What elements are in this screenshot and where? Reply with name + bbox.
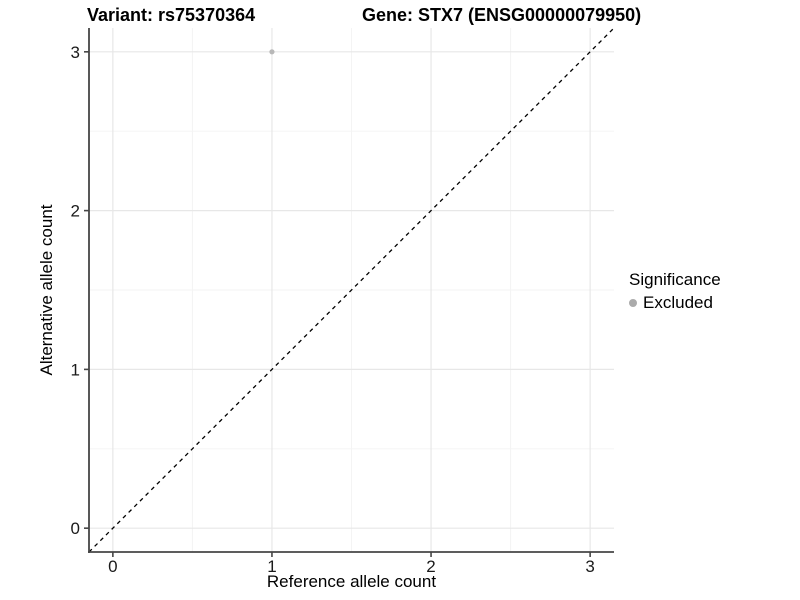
- legend-item-label: Excluded: [643, 293, 713, 312]
- legend-title: Significance: [629, 270, 721, 289]
- y-tick-label: 0: [71, 519, 80, 538]
- identity-line: [88, 27, 615, 553]
- x-tick-label: 3: [585, 557, 594, 576]
- y-axis-label: Alternative allele count: [37, 204, 56, 376]
- legend: Significance Excluded: [629, 269, 721, 313]
- excluded-dot-icon: [629, 299, 637, 307]
- y-tick-label: 1: [71, 360, 80, 379]
- x-tick-label: 1: [267, 557, 276, 576]
- y-tick-label: 2: [71, 202, 80, 221]
- x-axis-label: Reference allele count: [266, 572, 437, 591]
- data-point: [269, 49, 275, 55]
- x-tick-label: 0: [108, 557, 117, 576]
- y-tick-label: 3: [71, 43, 80, 62]
- variant-title: Variant: rs75370364: [87, 5, 256, 25]
- x-tick-label: 2: [426, 557, 435, 576]
- gene-title: Gene: STX7 (ENSG00000079950): [362, 5, 642, 25]
- legend-item-excluded: Excluded: [629, 293, 721, 313]
